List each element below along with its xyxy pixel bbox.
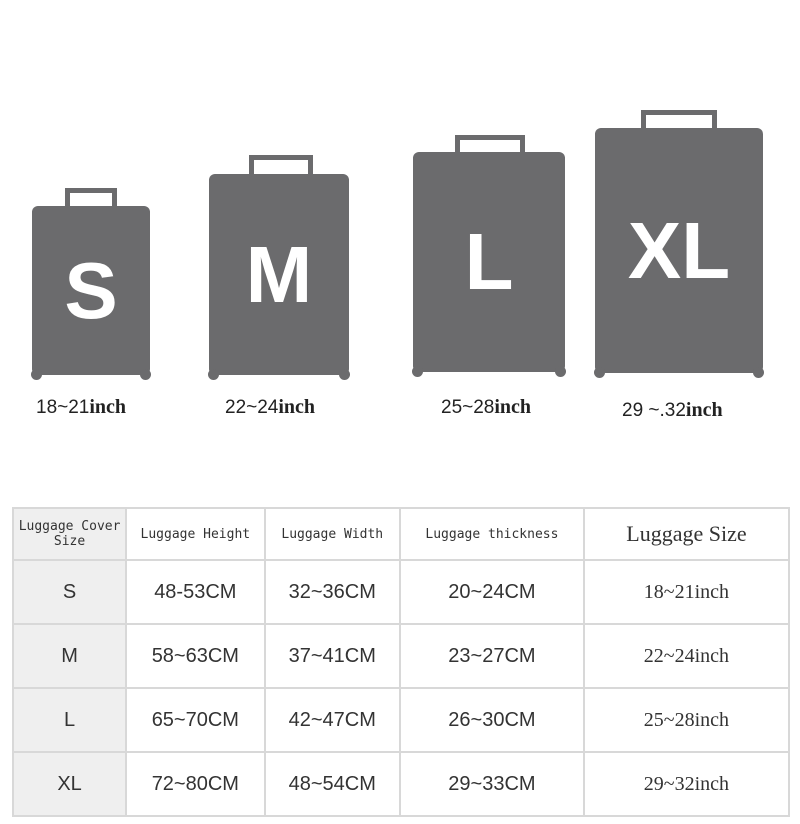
table-cell: XL — [11, 751, 128, 817]
size-unit: inch — [494, 396, 532, 418]
wheel-icon — [339, 369, 350, 380]
table-cell: L — [11, 687, 128, 753]
table-cell: 48~54CM — [263, 751, 401, 817]
table-row: L 65~70CM 42~47CM 26~30CM 25~28inch — [11, 687, 791, 753]
table-cell: 25~28inch — [582, 687, 791, 753]
size-table: Luggage Cover Size Luggage Height Luggage … — [11, 507, 791, 817]
table-cell: 20~24CM — [398, 559, 585, 625]
size-unit: inch — [685, 399, 723, 421]
table-cell: 29~33CM — [398, 751, 585, 817]
handle-icon — [641, 110, 717, 130]
table-header: Luggage Cover Size Luggage Height Luggage … — [11, 507, 791, 561]
size-range: 29 ~.32 — [622, 400, 686, 421]
table-cell: 72~80CM — [125, 751, 266, 817]
size-unit: inch — [89, 396, 127, 418]
size-unit: inch — [278, 396, 316, 418]
table-cell: 48-53CM — [125, 559, 266, 625]
table-row: S 48-53CM 32~36CM 20~24CM 18~21inch — [11, 559, 791, 625]
suitcase-body: M — [209, 174, 349, 375]
header-cell: Luggage Cover Size — [11, 507, 128, 561]
size-letter: XL — [627, 205, 731, 295]
table-cell: 22~24inch — [582, 623, 791, 689]
handle-icon — [249, 155, 313, 176]
size-label: 25~28inch — [441, 396, 531, 419]
table-cell: S — [11, 559, 128, 625]
size-label: 22~24inch — [225, 396, 315, 419]
wheel-icon — [594, 367, 605, 378]
table-cell: 42~47CM — [263, 687, 401, 753]
wheel-icon — [140, 369, 151, 380]
table-cell: 18~21inch — [582, 559, 791, 625]
table-cell: 23~27CM — [398, 623, 585, 689]
table-cell: 58~63CM — [125, 623, 266, 689]
table-cell: 29~32inch — [582, 751, 791, 817]
wheel-icon — [753, 367, 764, 378]
table-cell: 26~30CM — [398, 687, 585, 753]
size-letter: S — [64, 245, 118, 335]
header-cell: Luggage Width — [263, 507, 401, 561]
table-row: XL 72~80CM 48~54CM 29~33CM 29~32inch — [11, 751, 791, 817]
wheel-icon — [555, 366, 566, 377]
size-label: 18~21inch — [36, 396, 126, 419]
handle-icon — [65, 188, 117, 208]
size-range: 25~28 — [441, 397, 495, 418]
suitcase-body: L — [413, 152, 565, 372]
size-range: 22~24 — [225, 397, 279, 418]
header-cell: Luggage Height — [125, 507, 266, 561]
wheel-icon — [31, 369, 42, 380]
size-range: 18~21 — [36, 397, 90, 418]
suitcase-body: XL — [595, 128, 763, 373]
table-cell: 65~70CM — [125, 687, 266, 753]
header-cell: Luggage thickness — [398, 507, 585, 561]
table-cell: M — [11, 623, 128, 689]
size-letter: L — [464, 217, 514, 306]
table-cell: 32~36CM — [263, 559, 401, 625]
handle-icon — [455, 135, 525, 154]
wheel-icon — [208, 369, 219, 380]
table-cell: 37~41CM — [263, 623, 401, 689]
header-cell: Luggage Size — [582, 507, 791, 561]
size-letter: M — [245, 229, 313, 319]
table-row: M 58~63CM 37~41CM 23~27CM 22~24inch — [11, 623, 791, 689]
wheel-icon — [412, 366, 423, 377]
suitcase-body: S — [32, 206, 150, 375]
size-label: 29 ~.32inch — [622, 399, 723, 422]
